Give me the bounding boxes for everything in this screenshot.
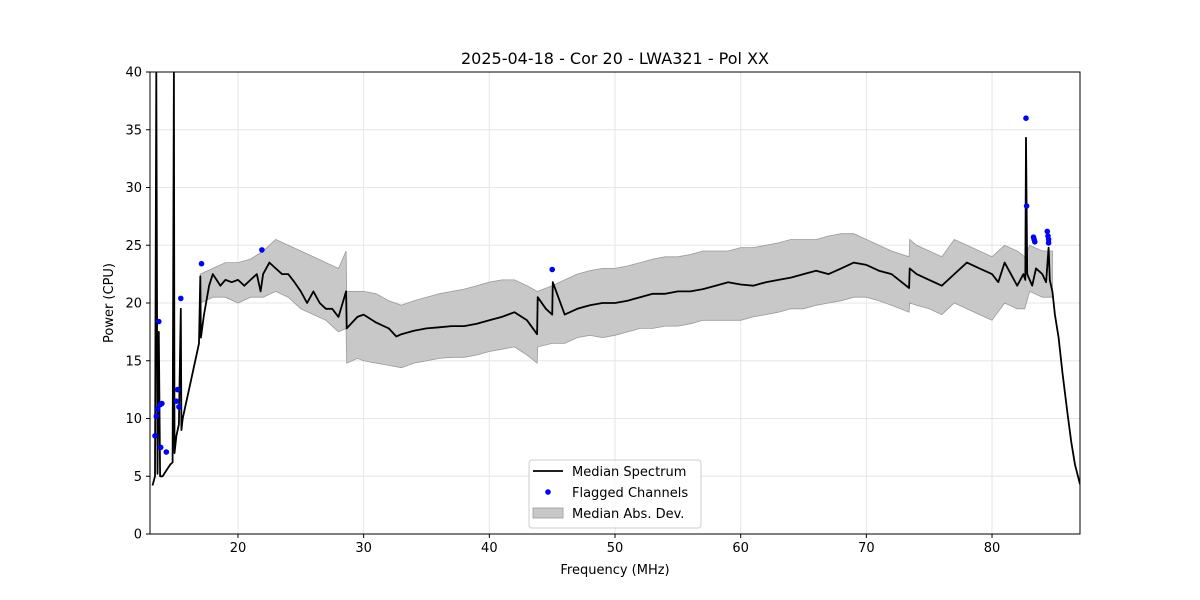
y-axis-ticks: 0 5 10 15 20 25 30 35 40 [125, 66, 150, 543]
chart-title: 2025-04-18 - Cor 20 - LWA321 - Pol XX [461, 49, 769, 68]
x-tick-label: 30 [355, 541, 372, 556]
y-axis-label: Power (CPU) [102, 263, 117, 343]
flagged-channel-point [153, 413, 160, 420]
x-tick-label: 60 [732, 541, 749, 556]
y-tick-label: 35 [125, 123, 142, 138]
flagged-channel-point [159, 400, 165, 407]
flagged-channel-point [178, 295, 184, 302]
legend-median-label: Median Spectrum [572, 465, 686, 480]
legend-mad-patch-swatch [532, 507, 564, 519]
flagged-channel-point [154, 406, 161, 413]
y-tick-label: 10 [125, 412, 142, 427]
flagged-channels [152, 115, 1052, 455]
y-tick-label: 40 [125, 66, 142, 81]
legend-box [528, 459, 702, 529]
flagged-channel-point [198, 260, 205, 267]
x-tick-label: 20 [230, 541, 247, 556]
x-tick-label: 40 [481, 541, 498, 556]
x-tick-label: 80 [984, 541, 1001, 556]
flagged-channel-point [1032, 239, 1038, 245]
flagged-channel-point [156, 318, 162, 325]
y-tick-label: 30 [125, 181, 142, 196]
flagged-channel-point [1045, 240, 1052, 246]
legend-flagged-label: Flagged Channels [572, 486, 688, 501]
flagged-channel-point [173, 398, 180, 405]
flagged-channel-point [549, 266, 555, 273]
y-tick-label: 15 [125, 354, 142, 369]
flagged-channel-point [157, 444, 164, 451]
flagged-channel-point [176, 404, 182, 410]
y-tick-label: 0 [134, 528, 142, 543]
y-tick-label: 25 [125, 239, 142, 254]
x-axis-ticks: 20 30 40 50 60 70 80 [230, 534, 1001, 556]
x-axis-label: Frequency (MHz) [560, 563, 669, 578]
flagged-channel-point [174, 386, 181, 393]
flagged-channel-point [163, 449, 170, 455]
y-tick-label: 5 [134, 470, 142, 485]
flagged-channel-point [152, 433, 158, 439]
y-tick-label: 20 [125, 297, 142, 312]
legend: Median Spectrum Flagged Channels Median … [528, 459, 702, 529]
flagged-channel-point [259, 247, 265, 253]
plot-area [151, 72, 1080, 486]
flagged-channel-point [1023, 203, 1030, 209]
median-spectrum-line [151, 72, 1080, 486]
flagged-channel-point [1023, 115, 1029, 121]
flagged-channel-point [1044, 228, 1051, 235]
x-tick-label: 50 [607, 541, 624, 556]
legend-mad-label: Median Abs. Dev. [572, 507, 684, 522]
legend-flagged-marker-swatch [545, 489, 551, 495]
x-tick-label: 70 [858, 541, 875, 556]
